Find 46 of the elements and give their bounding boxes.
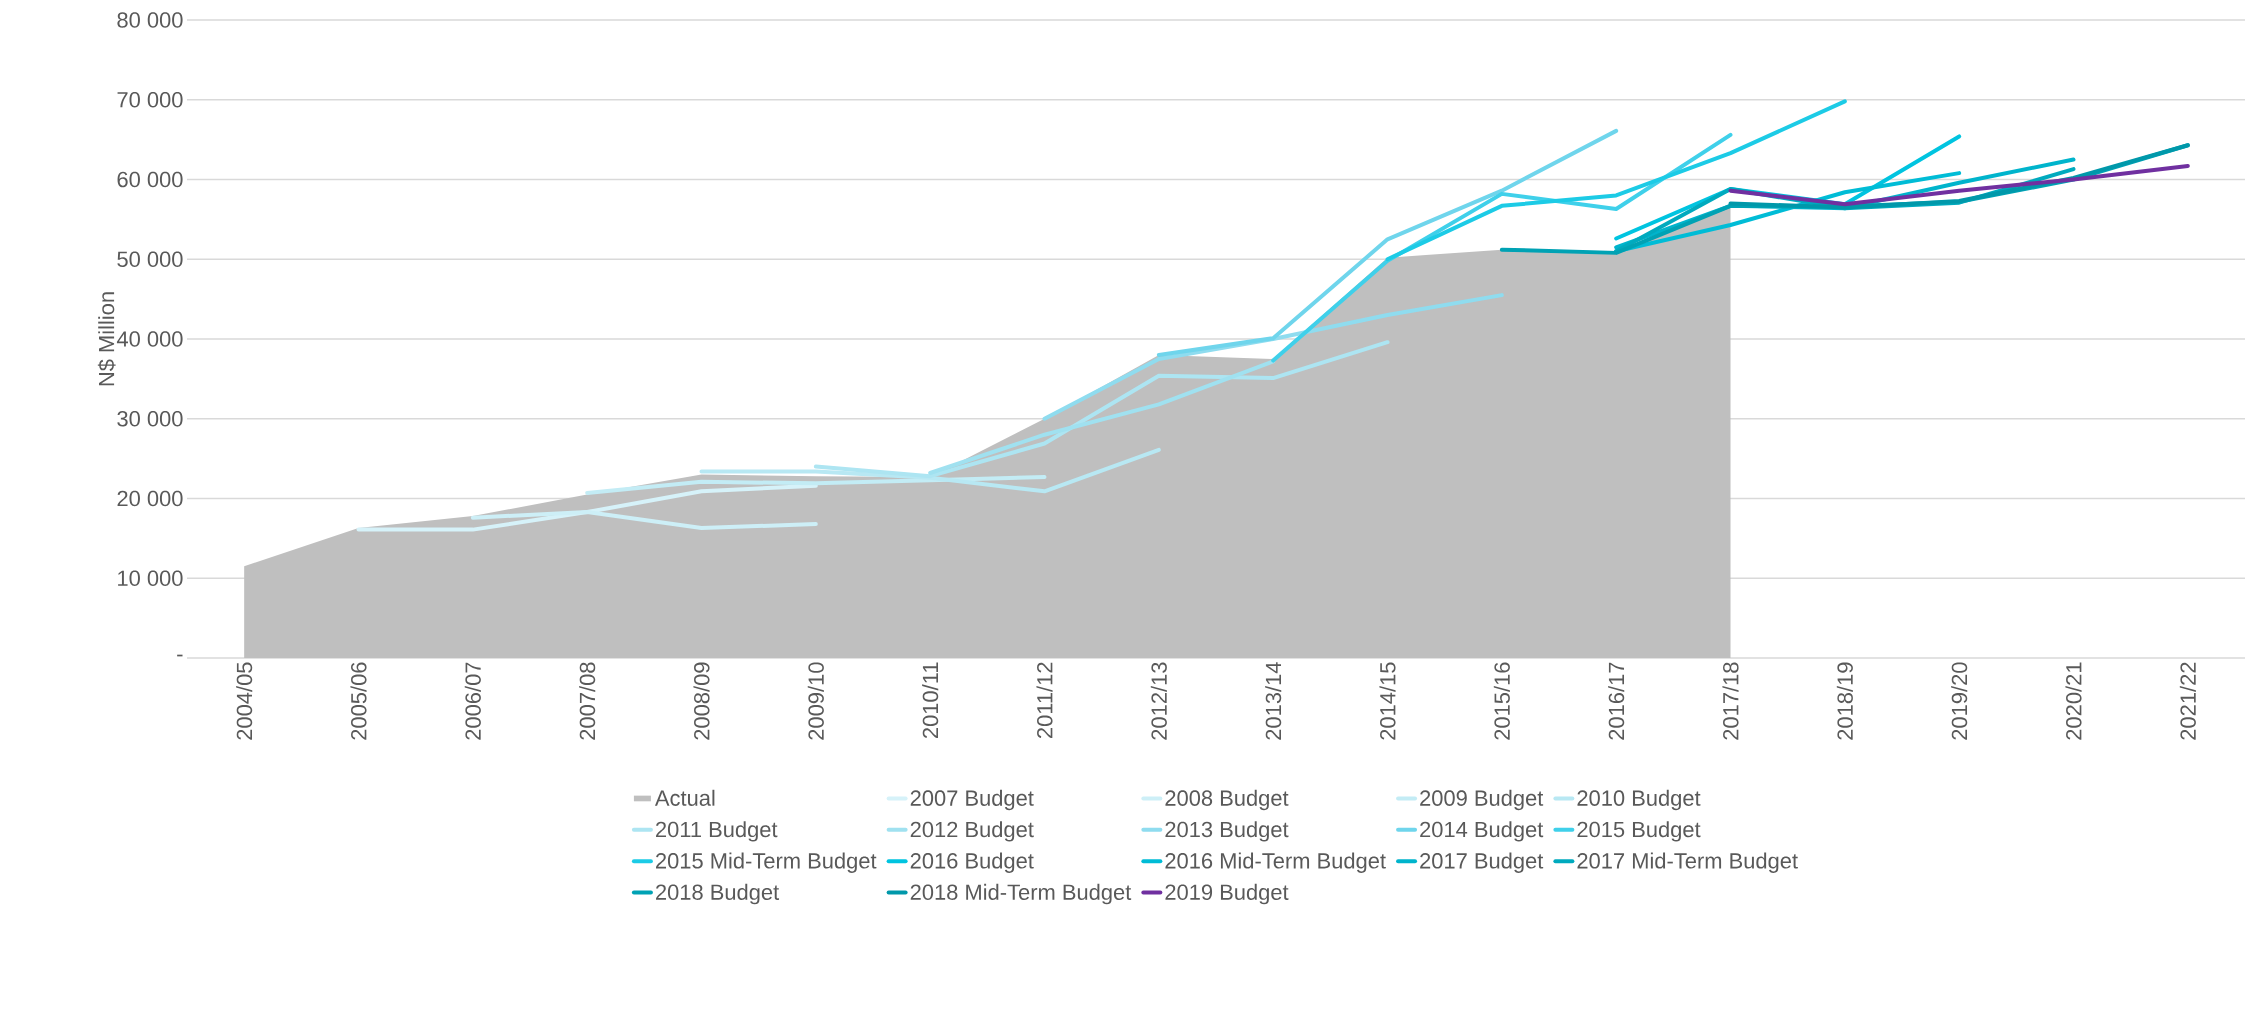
legend-label: 2010 Budget bbox=[1577, 789, 1701, 811]
legend-label: Actual bbox=[654, 789, 715, 806]
y-tick-label: 50 000 bbox=[117, 251, 183, 268]
y-tick-label: 60 000 bbox=[117, 171, 183, 188]
legend-label: 2012 Budget bbox=[910, 821, 1034, 842]
x-tick-label: 2016/17 bbox=[1608, 662, 1625, 740]
legend-label: 2011 Budget bbox=[656, 821, 778, 842]
legend-label: 2018 Mid-Term Budget bbox=[910, 883, 1132, 905]
y-tick-label: 40 000 bbox=[116, 331, 183, 347]
legend-label: 2016 Budget bbox=[910, 852, 1034, 873]
x-tick-label: 2011/12 bbox=[1036, 662, 1053, 739]
x-tick-label: 2005/06 bbox=[350, 662, 367, 740]
y-tick-label: 20 000 bbox=[117, 490, 183, 507]
x-tick-label: 2014/15 bbox=[1379, 662, 1396, 740]
legend-label: 2015 Mid-Term Budget bbox=[656, 852, 877, 873]
x-tick-label: 2008/09 bbox=[693, 662, 710, 740]
y-tick-label: 10 000 bbox=[118, 570, 183, 587]
x-tick-label: 2006/07 bbox=[464, 662, 481, 740]
x-tick-label: 2019/20 bbox=[1951, 662, 1968, 740]
legend-label: 2014 Budget bbox=[1420, 821, 1544, 842]
legend-label: 2017 Mid-Term Budget bbox=[1577, 852, 1798, 873]
x-tick-label: 2009/10 bbox=[807, 662, 824, 740]
legend-label: 2015 Budget bbox=[1577, 821, 1701, 842]
x-tick-label: 2018/19 bbox=[1836, 662, 1853, 740]
x-tick-label: 2013/14 bbox=[1265, 662, 1282, 740]
y-tick-label: - bbox=[177, 654, 183, 657]
legend-label: 2018 Budget bbox=[656, 883, 780, 905]
x-tick-label: 2015/16 bbox=[1493, 662, 1510, 740]
x-tick-label: 2017/18 bbox=[1722, 662, 1739, 740]
x-tick-label: 2020/21 bbox=[2065, 662, 2082, 740]
legend-label: 2013 Budget bbox=[1165, 821, 1289, 842]
legend-label: 2007 Budget bbox=[910, 789, 1034, 811]
x-tick-label: 2010/11 bbox=[922, 662, 939, 739]
y-axis-title: N$ Million bbox=[97, 292, 116, 386]
x-tick-label: 2012/13 bbox=[1150, 662, 1167, 740]
legend-label: 2008 Budget bbox=[1165, 789, 1289, 811]
y-tick-label: 70 000 bbox=[117, 91, 183, 108]
x-tick-label: 2021/22 bbox=[2179, 662, 2196, 740]
x-tick-label: 2007/08 bbox=[579, 662, 596, 740]
y-tick-label: 30 000 bbox=[117, 410, 183, 427]
legend-label: 2016 Mid-Term Budget bbox=[1165, 852, 1386, 873]
x-tick-label: 2004/05 bbox=[236, 662, 253, 740]
legend-label: 2019 Budget bbox=[1165, 883, 1289, 905]
legend-label: 2017 Budget bbox=[1420, 852, 1544, 873]
y-tick-label: 80 000 bbox=[117, 12, 183, 28]
legend-label: 2009 Budget bbox=[1420, 789, 1544, 811]
